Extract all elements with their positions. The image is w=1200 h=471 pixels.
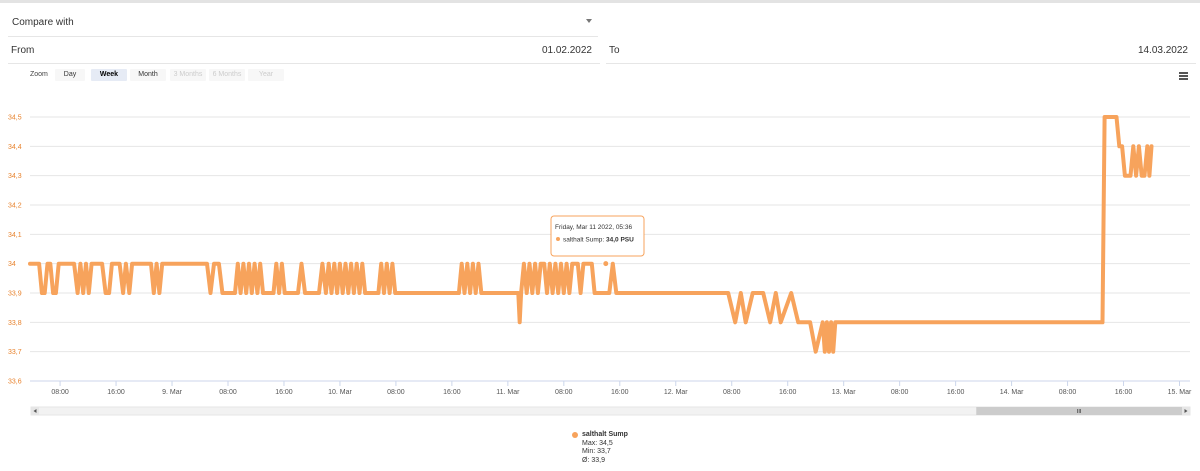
x-tick-label: 16:00	[443, 389, 461, 396]
to-date-value[interactable]: 14.03.2022	[1137, 45, 1188, 56]
x-tick-label: 16:00	[107, 389, 125, 396]
y-tick-label: 33,7	[8, 349, 22, 356]
x-tick-label: 08:00	[51, 389, 69, 396]
zoom-week-button[interactable]: Week	[91, 69, 127, 81]
x-tick-label: 11. Mar	[496, 389, 520, 396]
y-tick-label: 34,5	[8, 115, 22, 122]
zoom-day-button[interactable]: Day	[55, 69, 85, 81]
chart-tooltip: Friday, Mar 11 2022, 05:36 salthalt Sump…	[550, 215, 645, 257]
tooltip-series-name: salthalt Sump	[563, 237, 603, 244]
legend-series-dot	[572, 432, 578, 438]
x-tick-label: 08:00	[387, 389, 405, 396]
x-tick-label: 13. Mar	[832, 389, 856, 396]
svg-text:salthalt Sump: 34,0 PSU: salthalt Sump: 34,0 PSU	[563, 237, 634, 244]
y-tick-label: 34,3	[8, 173, 22, 180]
hovered-point-marker	[602, 260, 610, 268]
scrollbar-grip-icon[interactable]	[1077, 409, 1081, 413]
x-tick-label: 16:00	[947, 389, 965, 396]
zoom-label: Zoom	[30, 71, 48, 78]
y-tick-label: 33,6	[8, 379, 22, 386]
x-tick-label: 14. Mar	[1000, 389, 1024, 396]
zoom-year-button: Year	[248, 69, 284, 81]
y-tick-label: 33,8	[8, 320, 22, 327]
x-tick-label: 16:00	[611, 389, 629, 396]
zoom-3-months-button: 3 Months	[170, 69, 206, 81]
tooltip-header: Friday, Mar 11 2022, 05:36	[555, 224, 632, 231]
y-tick-label: 34,1	[8, 232, 22, 239]
x-tick-label: 10. Mar	[328, 389, 352, 396]
x-tick-label: 08:00	[219, 389, 237, 396]
from-label: From	[11, 45, 35, 56]
x-tick-label: 16:00	[779, 389, 797, 396]
chevron-down-icon[interactable]	[586, 19, 592, 23]
top-divider	[0, 0, 1200, 3]
compare-with-label: Compare with	[12, 17, 74, 28]
y-tick-label: 34,2	[8, 203, 22, 210]
series-line-salthalt-sump	[28, 115, 1154, 354]
y-axis: 34,5 34,4 34,3 34,2 34,1 34 33,9 33,8 33,7 33,6	[8, 115, 22, 386]
x-tick-label: 12. Mar	[664, 389, 688, 396]
x-tick-label: 08:00	[891, 389, 909, 396]
tooltip-series-dot	[556, 237, 560, 241]
legend-min: Min: 33,7	[582, 448, 611, 456]
x-tick-label: 08:00	[723, 389, 741, 396]
navigator-scrollbar	[30, 406, 1191, 416]
legend-max: Max: 34,5	[582, 439, 613, 447]
x-tick-label: 15. Mar	[1168, 389, 1192, 396]
zoom-month-button[interactable]: Month	[130, 69, 166, 81]
x-tick-label: 08:00	[555, 389, 573, 396]
tooltip-value: 34,0 PSU	[606, 237, 634, 244]
x-axis: 08:00 16:00 9. Mar 08:00 16:00 10. Mar 08:00 16…	[30, 380, 1192, 396]
from-date-value[interactable]: 01.02.2022	[541, 45, 592, 56]
x-tick-label: 16:00	[1115, 389, 1133, 396]
x-tick-label: 16:00	[275, 389, 293, 396]
scroll-left-arrow[interactable]	[31, 407, 39, 415]
hamburger-menu-icon[interactable]	[1179, 72, 1188, 80]
chart-legend[interactable]: salthalt Sump Max: 34,5 Min: 33,7 Ø: 33,…	[572, 431, 628, 465]
to-label: To	[609, 45, 620, 56]
y-tick-label: 34	[8, 261, 16, 268]
compare-with-select[interactable]: Compare with	[8, 10, 598, 37]
legend-series-name: salthalt Sump	[582, 431, 628, 438]
from-date-field[interactable]: From 01.02.2022	[8, 39, 600, 64]
scroll-right-arrow[interactable]	[1182, 407, 1190, 415]
legend-avg: Ø: 33,9	[582, 456, 605, 464]
y-tick-label: 33,9	[8, 291, 22, 298]
x-tick-label: 9. Mar	[162, 389, 183, 396]
zoom-6-months-button: 6 Months	[209, 69, 245, 81]
to-date-field[interactable]: To 14.03.2022	[606, 39, 1196, 64]
x-tick-label: 08:00	[1059, 389, 1077, 396]
y-tick-label: 34,4	[8, 144, 22, 151]
